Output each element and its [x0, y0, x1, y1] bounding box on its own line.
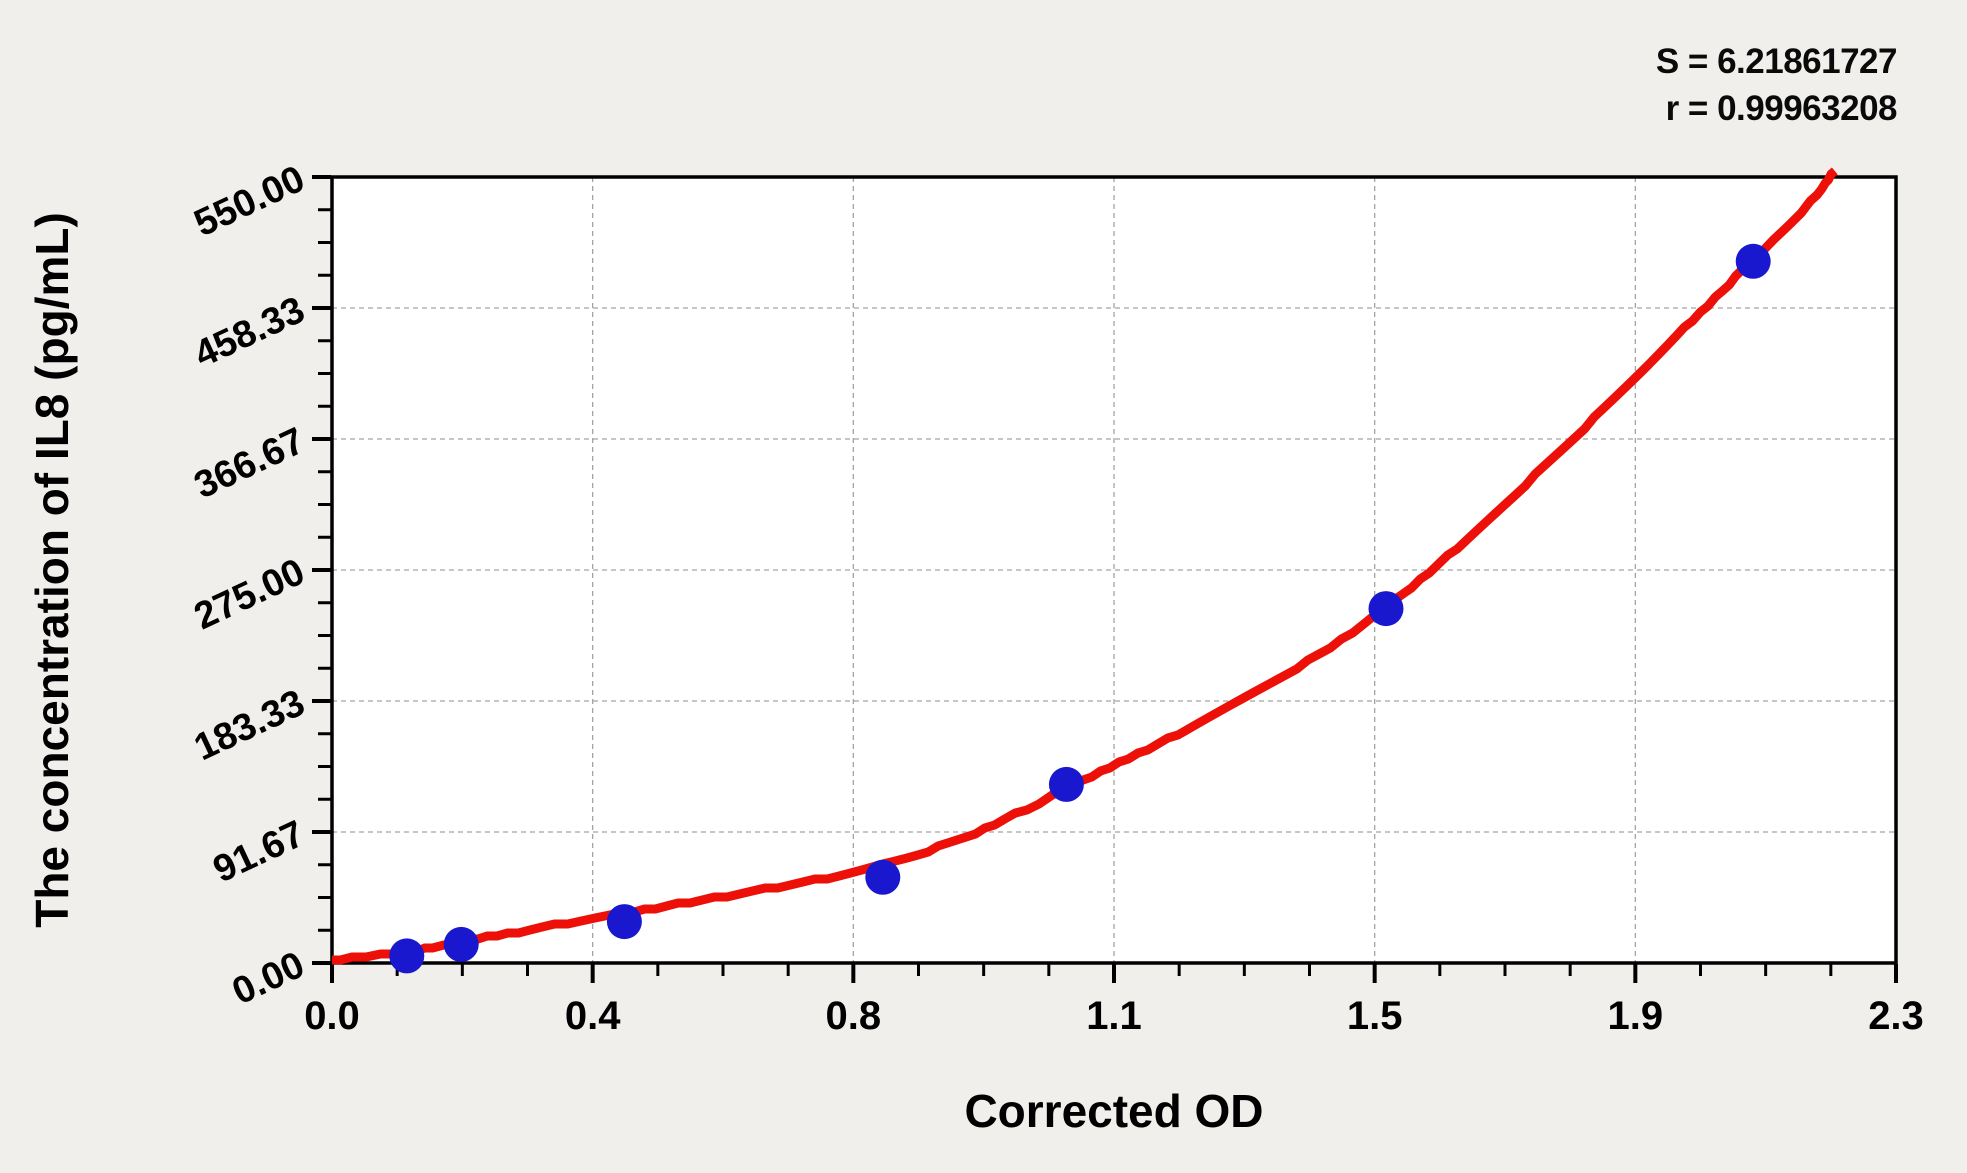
data-point — [1735, 243, 1771, 279]
s-value-label: S = 6.21861727 — [1655, 42, 1898, 81]
y-axis-title: The concentration of IL8 (pg/mL) — [26, 212, 78, 928]
x-tick-label: 1.1 — [1086, 994, 1142, 1038]
x-tick-label: 1.5 — [1346, 994, 1403, 1038]
data-point — [1048, 766, 1084, 802]
data-point — [1368, 591, 1404, 627]
x-tick-label: 0.8 — [825, 994, 882, 1038]
fit-stats: S = 6.21861727 r = 0.99963208 — [1655, 38, 1898, 132]
x-tick-label: 0.4 — [564, 994, 621, 1038]
data-point — [865, 859, 901, 895]
data-point — [443, 926, 479, 962]
data-point — [389, 938, 425, 974]
x-tick-label: 2.3 — [1868, 994, 1924, 1038]
plot-border — [330, 175, 1898, 965]
x-tick-label: 1.9 — [1607, 994, 1664, 1038]
data-point — [606, 904, 642, 940]
x-tick-label: 0.0 — [304, 994, 360, 1038]
r-value-label: r = 0.99963208 — [1665, 89, 1898, 128]
x-axis-title: Corrected OD — [964, 1085, 1264, 1137]
